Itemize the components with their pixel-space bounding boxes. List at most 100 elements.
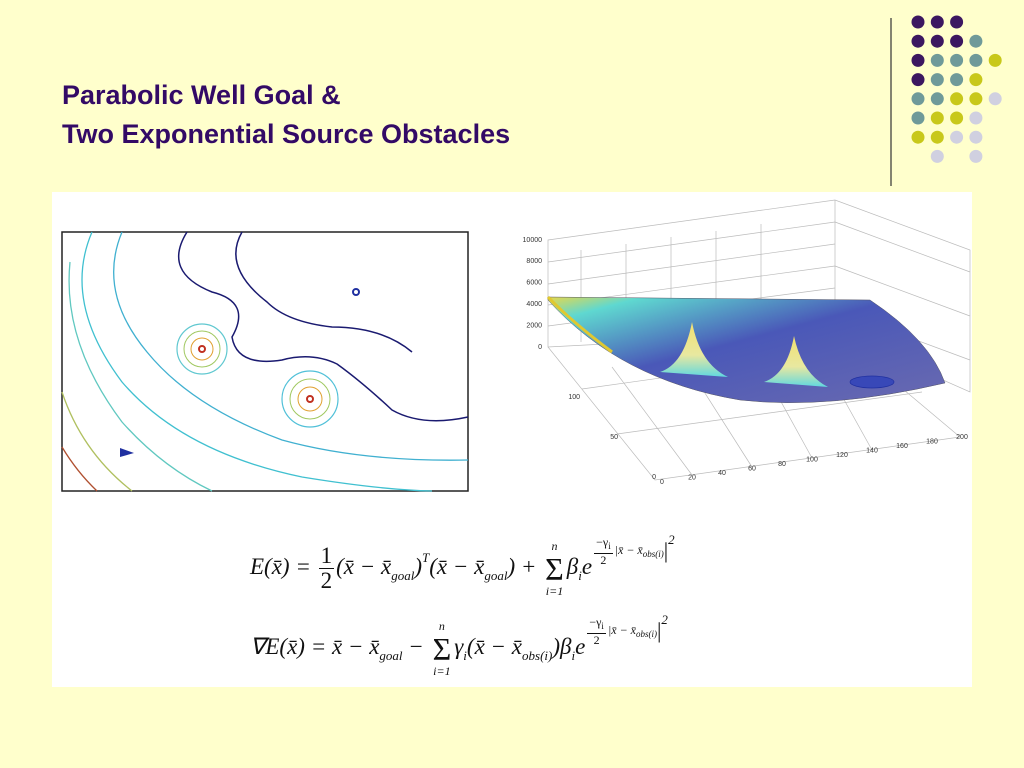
dot <box>930 130 944 144</box>
x-tick-label: 60 <box>748 465 756 472</box>
z-tick-label: 10000 <box>523 237 543 244</box>
z-tick-label: 2000 <box>526 322 542 329</box>
dot <box>950 92 964 106</box>
eq-part: |x̄ − x̄ <box>614 543 643 557</box>
dot <box>911 73 925 87</box>
eq-part: γ <box>454 634 464 659</box>
contour-plot <box>61 231 469 492</box>
eq-part: n <box>551 538 558 553</box>
y-tick-label: 50 <box>610 434 618 441</box>
eq-part: −γ <box>596 534 609 549</box>
title-line: Parabolic Well Goal & <box>62 80 341 110</box>
x-tick-label: 120 <box>836 452 848 459</box>
z-tick-label: 6000 <box>526 280 542 287</box>
eq-part: | <box>657 618 662 643</box>
eq-part: ) <box>414 554 423 579</box>
eq-part: (x̄ − x̄ <box>466 634 523 659</box>
y-tick-label: 0 <box>652 474 656 481</box>
x-tick-label: 180 <box>926 438 938 445</box>
title-line: Two Exponential Source Obstacles <box>62 119 511 149</box>
dot <box>930 34 944 48</box>
dot <box>969 149 983 163</box>
eq-part: | <box>663 538 669 563</box>
eq-part: (x̄ − x̄ <box>429 554 485 579</box>
dot <box>950 73 964 87</box>
dot <box>930 149 944 163</box>
eq-part: −γ <box>589 614 602 629</box>
eq-part: ) + <box>507 554 543 579</box>
dot <box>969 34 983 48</box>
x-tick-label: 100 <box>806 456 818 463</box>
dot <box>930 111 944 125</box>
eq-part: β <box>566 554 579 579</box>
eq-part: 2 <box>320 568 333 594</box>
z-tick-label: 0 <box>538 344 542 351</box>
dot <box>969 111 983 125</box>
eq-part: i <box>608 540 611 551</box>
dot <box>988 53 1002 67</box>
x-tick-label: 40 <box>718 470 726 477</box>
eq-part: 1 <box>318 543 335 570</box>
dot <box>930 92 944 106</box>
dot <box>911 92 925 106</box>
eq-part: 2 <box>668 532 675 547</box>
title: Parabolic Well Goal & Two Exponential So… <box>62 76 510 154</box>
eq-part: T <box>422 550 430 565</box>
equation: E(x̄) = 1 2 (x̄ − x̄goal)T(x̄ − x̄goal) + … <box>250 532 675 598</box>
surface-ticks: 1000080006000400020000100500020406080100… <box>523 237 968 486</box>
eq-part: i=1 <box>545 583 564 598</box>
dot <box>969 92 983 106</box>
dot <box>911 34 925 48</box>
eq-part: 2 <box>593 632 600 647</box>
eq-part: E(x̄) = <box>250 554 317 579</box>
surface-plot <box>546 199 971 481</box>
dot <box>930 73 944 87</box>
dot <box>969 53 983 67</box>
eq-part: 2 <box>600 552 607 567</box>
figures: 1000080006000400020000100500020406080100… <box>61 199 971 492</box>
dot <box>911 53 925 67</box>
eq-part: e <box>575 634 586 659</box>
eq-part: e <box>581 554 593 579</box>
eq-part: i=1 <box>433 663 451 678</box>
eq-part: |x̄ − x̄ <box>607 623 636 637</box>
dot <box>911 130 925 144</box>
eq-part: i <box>463 648 467 663</box>
dot <box>950 130 964 144</box>
eq-part: i <box>578 568 582 583</box>
x-tick-label: 140 <box>866 447 878 454</box>
dot <box>911 15 925 29</box>
eq-part: goal <box>484 568 508 583</box>
eq-part: obs(i) <box>522 648 553 663</box>
eq-part: i <box>571 648 576 663</box>
eq-part: (x̄ − x̄ <box>336 554 392 579</box>
eq-part: 2 <box>661 612 668 627</box>
decoration <box>890 15 1002 186</box>
eq-part: Σ <box>432 630 452 667</box>
x-tick-label: 160 <box>896 443 908 450</box>
eq-part: goal <box>379 648 403 663</box>
x-tick-label: 0 <box>660 479 664 486</box>
y-tick-label: 100 <box>568 394 580 401</box>
dot-grid <box>911 15 1002 163</box>
dot <box>950 53 964 67</box>
x-tick-label: 200 <box>956 434 968 441</box>
eq-part: n <box>438 618 445 633</box>
eq-part: obs(i) <box>636 629 657 639</box>
eq-part: β <box>560 634 572 659</box>
dot <box>930 15 944 29</box>
eq-part: ∇E(x̄) = x̄ − x̄ <box>250 634 380 659</box>
z-tick-label: 8000 <box>526 258 542 265</box>
eq-part: i <box>601 620 604 631</box>
dot <box>950 111 964 125</box>
dot <box>950 15 964 29</box>
x-tick-label: 80 <box>778 461 786 468</box>
dot <box>950 34 964 48</box>
dot <box>911 111 925 125</box>
eq-part: ) <box>552 634 561 659</box>
z-tick-label: 4000 <box>526 301 542 308</box>
eq-part: obs(i) <box>642 549 664 559</box>
dot <box>930 53 944 67</box>
